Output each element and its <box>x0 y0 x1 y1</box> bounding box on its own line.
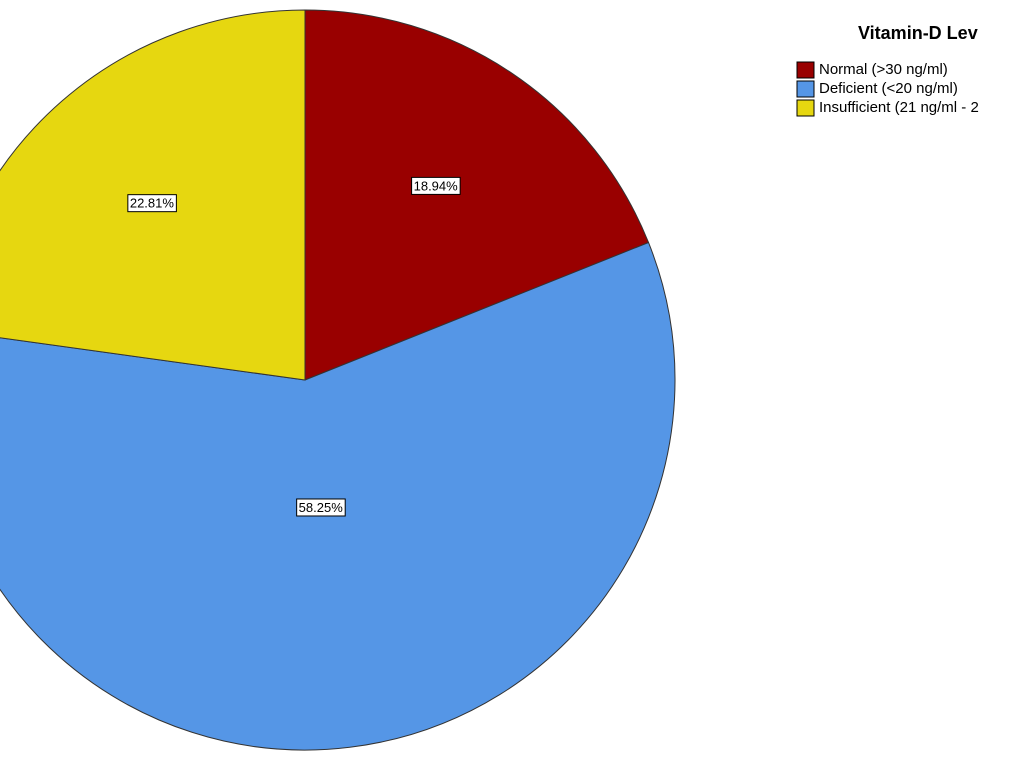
value-label-box <box>127 194 177 213</box>
legend-title: Vitamin-D Lev <box>858 23 978 43</box>
legend-swatch <box>796 99 815 117</box>
value-label: 18.94% <box>411 176 461 195</box>
pie-slice <box>304 9 650 381</box>
value-label-text: 22.81% <box>130 196 175 211</box>
pie-slice <box>0 241 676 751</box>
legend-label: Insufficient (21 ng/ml - 2 <box>819 99 979 116</box>
legend-swatch <box>796 61 815 79</box>
value-label-text: 58.25% <box>299 500 344 515</box>
value-label: 58.25% <box>296 498 346 517</box>
value-label: 22.81% <box>127 194 177 213</box>
value-label-text: 18.94% <box>414 178 459 193</box>
value-label-box <box>296 498 346 517</box>
legend-label: Normal (>30 ng/ml) <box>819 61 948 78</box>
legend-label: Deficient (<20 ng/ml) <box>819 80 958 97</box>
legend-swatch <box>796 80 815 98</box>
value-label-box <box>411 176 461 195</box>
